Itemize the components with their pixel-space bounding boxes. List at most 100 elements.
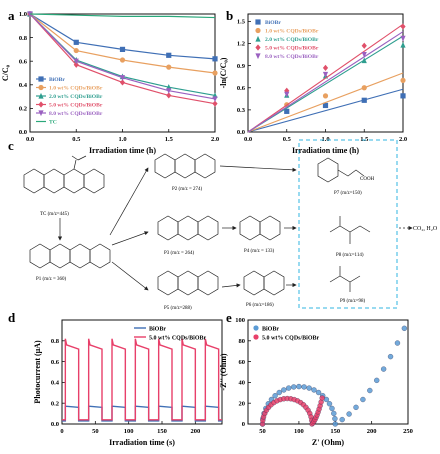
y-tick-label: 20: [239, 400, 246, 407]
data-point-a: [73, 39, 79, 45]
impedance-point: [339, 416, 345, 423]
y-tick-label: 0.6: [19, 58, 28, 65]
photocurrent-line: [62, 405, 222, 422]
panel-label-c: c: [8, 138, 14, 153]
legend-label-e: BiOBr: [262, 326, 279, 332]
y-tick-label: 0.6: [237, 85, 246, 92]
tc-structure: [23, 155, 105, 194]
fit-line-b: [247, 23, 404, 133]
y-tick-label: 0: [242, 421, 245, 428]
label-p8: P8 (m/z=114): [336, 253, 364, 258]
data-point-a: [119, 46, 126, 52]
data-point-a: [166, 52, 172, 58]
label-p1: P1 (m/z = 360): [36, 277, 67, 282]
impedance-point: [319, 395, 325, 401]
fit-line-b: [247, 35, 404, 133]
impedance-point: [346, 411, 352, 417]
legend-marker-a: [38, 92, 44, 99]
legend-marker-a: [38, 84, 44, 91]
x-tick-label: 0: [60, 428, 63, 435]
impedance-point: [360, 396, 366, 403]
data-point-a: [166, 88, 172, 94]
x-axis-label: Irradiation time (h): [89, 146, 156, 155]
x-tick-label: 0.0: [26, 136, 34, 143]
data-point-a: [119, 75, 126, 81]
y-tick-label: 0.4: [51, 380, 60, 387]
fit-line-b: [247, 72, 404, 133]
y-tick-label: 0.2: [19, 106, 27, 113]
degradation-scheme: TC (m/z=445) P1 (m/z = 360) P2 (m/z = 27…: [23, 139, 438, 311]
plot-frame: [247, 319, 409, 425]
y-tick-label: 1.0: [19, 11, 27, 18]
x-tick-label: 50: [259, 428, 266, 435]
label-p5: P5 (m/z=288): [164, 306, 192, 311]
legend-label-a: 5.0 wt% CQDs/BiOBr: [49, 103, 103, 109]
legend-marker-a: [38, 110, 44, 117]
data-point-b: [361, 85, 367, 91]
legend-marker-e: [253, 325, 259, 331]
data-point-b: [400, 77, 406, 83]
panel-label-d: d: [8, 310, 16, 325]
x-tick-label: 250: [403, 428, 413, 435]
data-point-b: [322, 64, 329, 71]
x-tick-label: 1.5: [165, 136, 174, 143]
label-p2: P2 (m/z = 274): [172, 187, 203, 192]
photocurrent-line: [62, 338, 222, 421]
legend-label-a: TC: [49, 120, 57, 126]
legend-marker-b: [255, 35, 261, 42]
y-tick-label: 0.0: [237, 129, 245, 136]
impedance-point: [286, 385, 292, 391]
impedance-point: [353, 404, 359, 411]
impedance-point: [272, 393, 278, 399]
y-tick-label: 0.0: [51, 421, 59, 428]
label-p4: P4 (m/z = 133): [244, 249, 275, 254]
legend-label-b: 5.0 wt% CQDs/BiOBr: [265, 46, 319, 52]
panel-label-a: a: [8, 8, 15, 23]
data-point-b: [400, 93, 406, 99]
legend-label-d: BiOBr: [149, 326, 166, 332]
y-tick-label: 0.3: [237, 107, 246, 114]
y-tick-label: 0.6: [51, 359, 60, 366]
data-point-b: [400, 23, 406, 30]
series-line-a: [29, 13, 216, 19]
legend-label-b: 8.0 wt% CQDs/BiOBr: [265, 54, 319, 60]
legend-marker-a: [38, 76, 44, 82]
x-tick-label: 2.0: [399, 136, 407, 143]
legend-label-a: 8.0 wt% CQDs/BiOBr: [49, 111, 103, 117]
data-point-a: [212, 100, 218, 107]
p5-structure: [157, 270, 219, 296]
y-tick-label: 1.5: [237, 19, 246, 26]
y-tick-label: 0.4: [19, 82, 28, 89]
legend-label-e: 5.0 wt% CQDs/BiOBr: [262, 335, 320, 341]
x-tick-label: 1.0: [118, 136, 126, 143]
y-tick-label: 100: [235, 317, 245, 324]
data-point-b: [400, 41, 406, 48]
impedance-point: [380, 366, 387, 372]
y-axis-label: -Z'' (Ohm): [219, 353, 228, 390]
data-point-b: [322, 71, 329, 78]
p6-structure: [243, 270, 285, 296]
data-point-a: [166, 92, 172, 99]
impedance-point: [387, 353, 394, 360]
chart-b: 0.0 0.5 1.0 1.5 2.00.00.30.60.91.21.5Irradia…: [219, 13, 407, 155]
x-tick-label: 0.0: [244, 136, 252, 143]
legend-label-a: 2.0 wt% CQDs/BiOBr: [49, 94, 103, 100]
y-axis-label: C/C₀: [1, 64, 10, 81]
x-tick-label: 2.0: [211, 136, 219, 143]
data-point-b: [322, 102, 329, 109]
impedance-point: [332, 421, 338, 427]
data-point-b: [361, 57, 367, 64]
legend-marker-b: [255, 27, 261, 34]
legend-label-b: 1.0 wt% CQDs/BiOBr: [265, 29, 319, 35]
x-tick-label: 150: [330, 428, 340, 435]
label-cooh: COOH: [360, 177, 375, 182]
x-tick-label: 0.5: [72, 136, 81, 143]
data-point-b: [361, 97, 367, 103]
impedance-point: [296, 383, 302, 390]
data-point-b: [284, 91, 290, 98]
label-p7: P7 (m/z=150): [334, 191, 362, 196]
impedance-point: [281, 387, 287, 393]
data-point-a: [73, 47, 79, 54]
label-p6: P6 (m/z=186): [246, 303, 274, 308]
